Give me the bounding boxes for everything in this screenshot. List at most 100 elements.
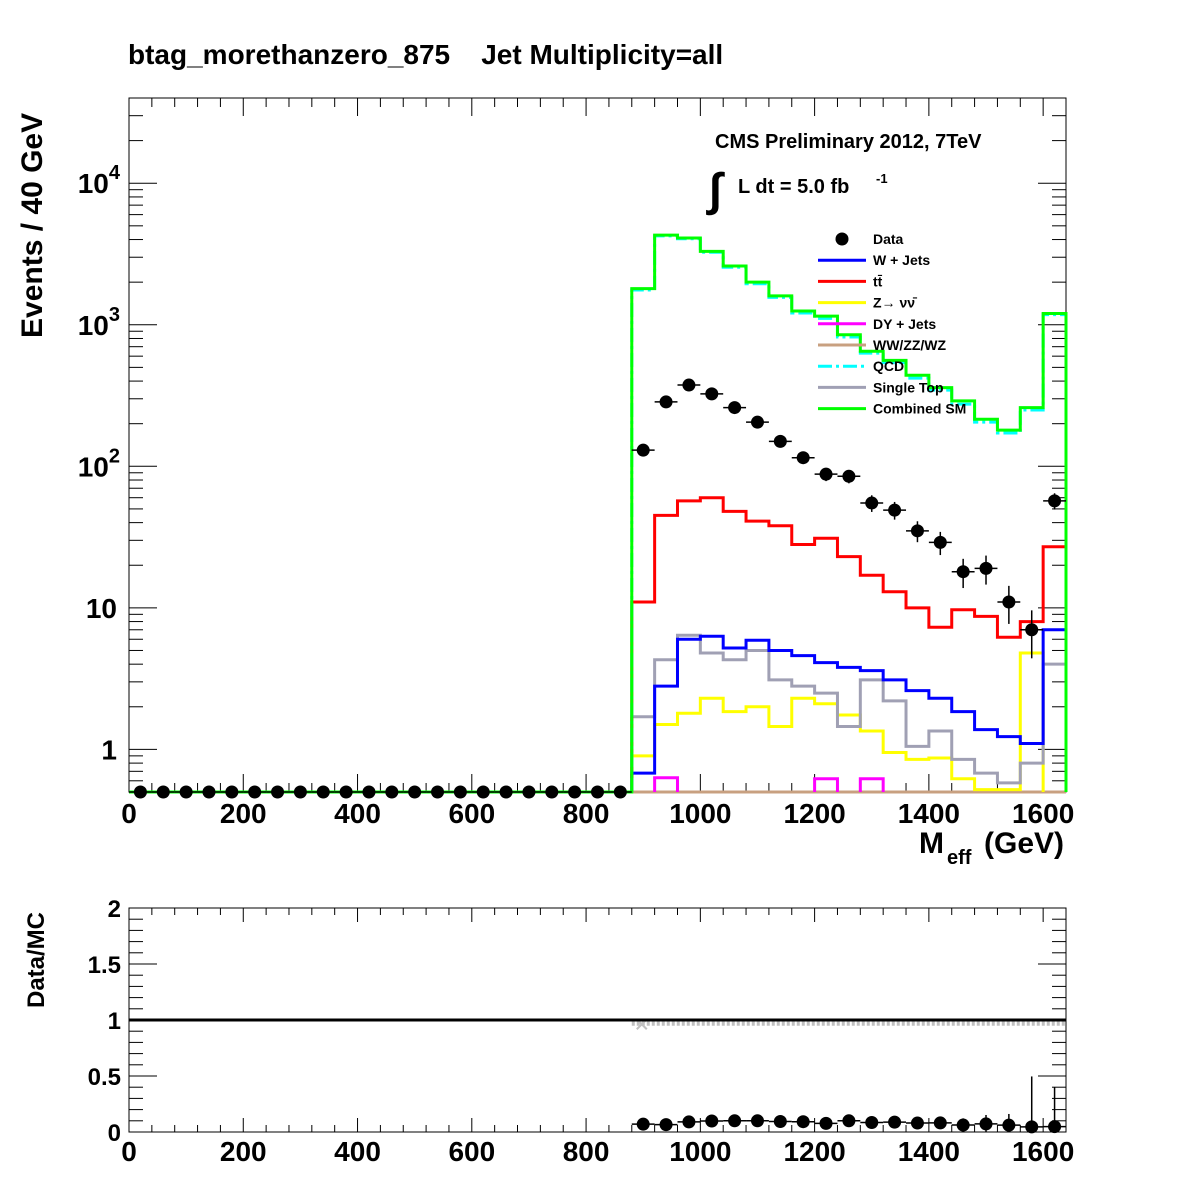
data-point xyxy=(773,434,787,448)
ratio-point xyxy=(842,1114,856,1128)
ratio-x-tick-label: 400 xyxy=(334,1136,381,1167)
ratio-point xyxy=(933,1116,947,1130)
ratio-point xyxy=(910,1116,924,1130)
data-point xyxy=(225,785,239,799)
data-point xyxy=(933,535,947,549)
legend-label: WW/ZZ/WZ xyxy=(873,337,947,353)
data-points xyxy=(129,378,1066,799)
data-point xyxy=(453,785,467,799)
ratio-point xyxy=(705,1114,719,1128)
ratio-x-tick-label: 600 xyxy=(448,1136,495,1167)
x-axis-label-unit: (GeV) xyxy=(984,827,1064,860)
data-point xyxy=(636,443,650,457)
ratio-y-tick-labels: 0 0.5 1 1.5 2 xyxy=(88,896,121,1147)
data-point xyxy=(133,785,147,799)
x-tick-label: 200 xyxy=(220,798,267,829)
data-point xyxy=(659,395,673,409)
data-point xyxy=(202,785,216,799)
ratio-point xyxy=(819,1116,833,1130)
x-tick-label: 1600 xyxy=(1012,798,1074,829)
legend-label: W + Jets xyxy=(873,252,930,268)
ratio-point xyxy=(1025,1120,1039,1134)
data-point xyxy=(293,785,307,799)
ratio-point xyxy=(888,1115,902,1129)
ratio-point xyxy=(979,1117,993,1131)
main-axis-ticks xyxy=(128,97,1067,793)
legend-label: Combined SM xyxy=(873,401,966,417)
y-tick-label: 102 xyxy=(78,445,120,482)
main-plot-frame xyxy=(128,97,1067,793)
lumi-text: L dt = 5.0 fb xyxy=(738,176,849,198)
data-point xyxy=(705,387,719,401)
data-point xyxy=(271,785,285,799)
ratio-y-tick-label: 2 xyxy=(108,896,121,923)
ratio-point xyxy=(728,1114,742,1128)
ratio-point xyxy=(682,1115,696,1129)
main-y-tick-labels: 1 10 102 103 104 xyxy=(78,162,121,765)
x-tick-label: 1400 xyxy=(898,798,960,829)
data-point xyxy=(248,785,262,799)
ratio-points xyxy=(631,1076,1066,1134)
x-tick-label: 1200 xyxy=(783,798,845,829)
x-axis-label-main: M xyxy=(919,827,944,860)
data-point xyxy=(819,467,833,481)
ratio-x-tick-labels: 0 200 400 600 800 1000 1200 1400 1600 xyxy=(121,1136,1074,1167)
ratio-point xyxy=(1002,1118,1016,1132)
legend-marker xyxy=(835,232,849,246)
ratio-y-tick-label: 1 xyxy=(108,1008,121,1035)
data-point xyxy=(956,565,970,579)
x-axis-label-subscript: eff xyxy=(947,847,972,869)
legend-label: QCD xyxy=(873,358,904,374)
legend-label: Data xyxy=(873,231,904,247)
ratio-point xyxy=(1048,1120,1062,1134)
x-tick-label: 800 xyxy=(563,798,610,829)
ratio-plot-panel: 0 200 400 600 800 1000 1200 1400 1600 00.511.52 … xyxy=(23,896,1074,1167)
main-x-tick-labels: 0 200 400 600 800 1000 1200 1400 1600 xyxy=(121,798,1074,829)
integral-sign: ∫ xyxy=(705,163,725,216)
main-y-axis-label: Events / 40 GeV xyxy=(16,113,49,338)
data-point xyxy=(476,785,490,799)
histogram-tt- xyxy=(630,496,1068,792)
ratio-x-tick-label: 1600 xyxy=(1012,1136,1074,1167)
ratio-y-axis-label: Data/MC xyxy=(23,912,50,1008)
histogram-single-top xyxy=(630,633,1068,792)
data-point xyxy=(568,785,582,799)
data-point xyxy=(1048,494,1062,508)
x-tick-label: 1000 xyxy=(669,798,731,829)
data-point xyxy=(979,561,993,575)
data-point xyxy=(842,469,856,483)
legend-label: Single Top xyxy=(873,379,944,395)
ratio-point xyxy=(796,1115,810,1129)
data-point xyxy=(1025,623,1039,637)
luminosity-label: ∫ L dt = 5.0 fb -1 xyxy=(705,163,888,216)
data-point xyxy=(750,415,764,429)
lumi-exponent: -1 xyxy=(876,171,888,186)
main-plot-panel: 0 200 400 600 800 1000 1200 1400 1600 1101021031… xyxy=(16,97,1074,869)
ratio-axis-ticks xyxy=(128,907,1067,1133)
ratio-x-tick-label: 1000 xyxy=(669,1136,731,1167)
data-point xyxy=(591,785,604,799)
data-point xyxy=(339,785,353,799)
ratio-point xyxy=(659,1118,673,1132)
data-point xyxy=(499,785,513,799)
histogram-qcd xyxy=(630,234,1068,792)
x-tick-label: 400 xyxy=(334,798,381,829)
ratio-point xyxy=(636,1117,650,1131)
histogram-w-jets xyxy=(630,628,1068,792)
data-point xyxy=(682,378,696,392)
histogram-dy-jets xyxy=(813,777,839,792)
main-x-axis-label: M eff (GeV) xyxy=(919,827,1064,869)
data-point xyxy=(796,451,810,465)
ratio-point xyxy=(773,1114,787,1128)
data-point xyxy=(545,785,559,799)
legend-label: tt̄ xyxy=(873,273,883,289)
legend-label: Z→ νν̄ xyxy=(873,295,918,311)
mc-histograms xyxy=(129,233,1068,794)
ratio-x-tick-label: 200 xyxy=(220,1136,267,1167)
ratio-point xyxy=(865,1115,879,1129)
data-point xyxy=(613,785,627,799)
ratio-y-tick-label: 0.5 xyxy=(88,1064,121,1091)
data-point xyxy=(362,785,376,799)
data-point xyxy=(728,401,742,415)
ratio-y-tick-label: 1.5 xyxy=(88,952,121,979)
